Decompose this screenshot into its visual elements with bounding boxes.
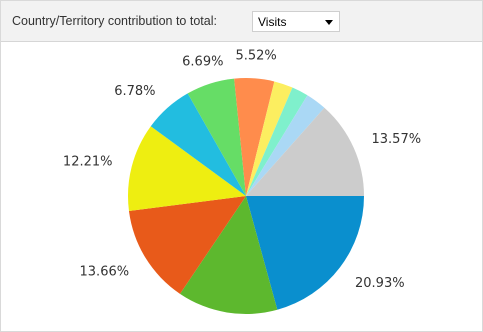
pie-slice[interactable]	[246, 87, 308, 196]
slice-label: 13.57%	[372, 132, 422, 147]
slice-label: 12.21%	[63, 155, 113, 170]
chart-area: 20.93% 13.86% 13.66% 12.21% 6.78% 6.69% 5.52% 1…	[1, 42, 482, 331]
slice-label: 20.93%	[355, 276, 405, 291]
metric-select-value: Visits	[258, 15, 287, 29]
pie-slice[interactable]	[128, 196, 246, 294]
slice-label: 6.69%	[182, 55, 223, 70]
contribution-header: Country/Territory contribution to total:…	[1, 1, 482, 42]
pie-slice[interactable]	[246, 95, 325, 196]
slice-label: 13.66%	[80, 265, 130, 280]
pie-chart: 20.93% 13.86% 13.66% 12.21% 6.78% 6.69% 5.52% 1…	[63, 48, 422, 331]
pie-slice[interactable]	[234, 78, 275, 196]
contribution-label: Country/Territory contribution to total:	[12, 14, 217, 28]
pie-slice[interactable]	[246, 196, 364, 310]
pie-slice[interactable]	[246, 107, 364, 196]
slice-label: 6.78%	[114, 84, 155, 99]
slice-label: 5.52%	[235, 48, 276, 63]
pie-slice[interactable]	[187, 78, 246, 196]
metric-select[interactable]: Visits	[252, 11, 340, 32]
pie-slice[interactable]	[128, 126, 246, 212]
pie-slice[interactable]	[246, 81, 293, 196]
chevron-down-icon	[325, 20, 333, 25]
pie-slice[interactable]	[180, 196, 278, 314]
pie-slice[interactable]	[150, 93, 246, 196]
slice-label: 13.86%	[198, 330, 248, 331]
